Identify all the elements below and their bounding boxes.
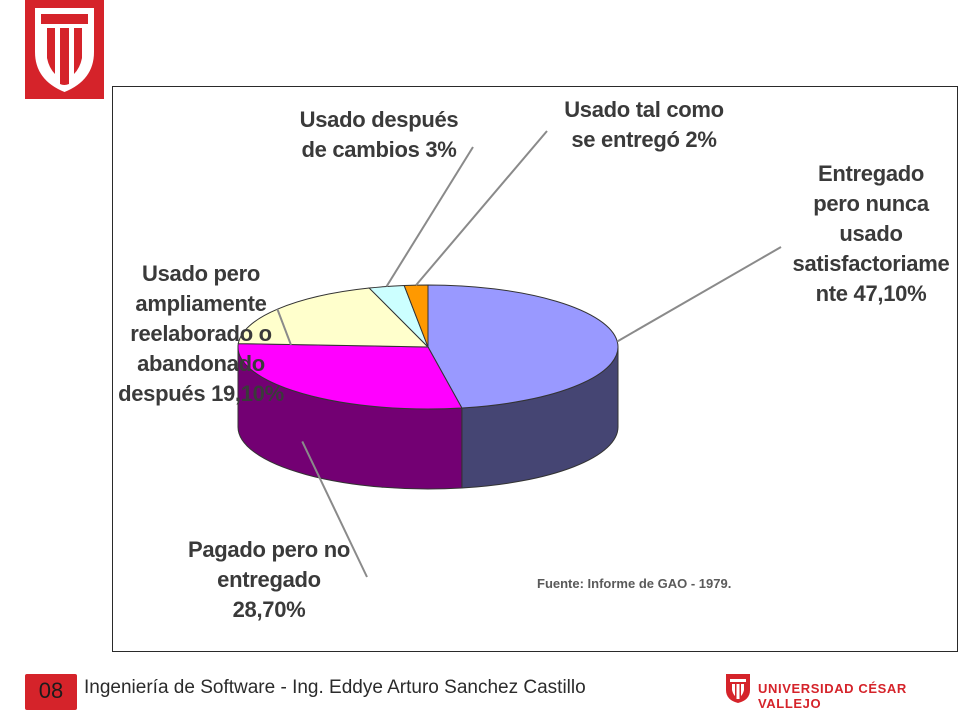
university-name: UNIVERSIDAD CÉSAR VALLEJO bbox=[758, 681, 907, 711]
pie-slice-4 bbox=[403, 284, 429, 348]
chart-figure: Usado tal como se entregó 2% Usado despu… bbox=[112, 86, 958, 652]
slice-label-used-after-changes: Usado después de cambios 3% bbox=[299, 107, 459, 162]
course-footer-text: Ingeniería de Software - Ing. Eddye Artu… bbox=[84, 677, 586, 698]
slice-label-reworked-abandoned: Usado pero ampliamente reelaborado o aba… bbox=[118, 261, 284, 406]
slice-label-used-as-delivered: Usado tal como se entregó 2% bbox=[564, 97, 724, 152]
pie-chart bbox=[237, 130, 782, 578]
leader-line-0 bbox=[415, 130, 548, 286]
chart-source-note: Fuente: Informe de GAO - 1979. bbox=[537, 576, 732, 591]
leader-line-3 bbox=[276, 308, 292, 346]
slice-label-delivered-never-used: Entregado pero nunca usado satisfactoria… bbox=[792, 161, 950, 306]
pie-slice-1 bbox=[237, 343, 463, 410]
leader-line-1 bbox=[385, 146, 474, 288]
slide-number: 08 bbox=[38, 678, 64, 703]
leader-line-4 bbox=[301, 441, 368, 578]
leader-line-2 bbox=[616, 246, 782, 343]
university-logo-icon bbox=[25, 0, 104, 99]
slice-label-paid-not-delivered: Pagado pero no entregado 28,70% bbox=[187, 537, 351, 622]
university-small-logo-icon bbox=[726, 674, 750, 703]
slide-number-badge: 08 bbox=[25, 674, 77, 710]
